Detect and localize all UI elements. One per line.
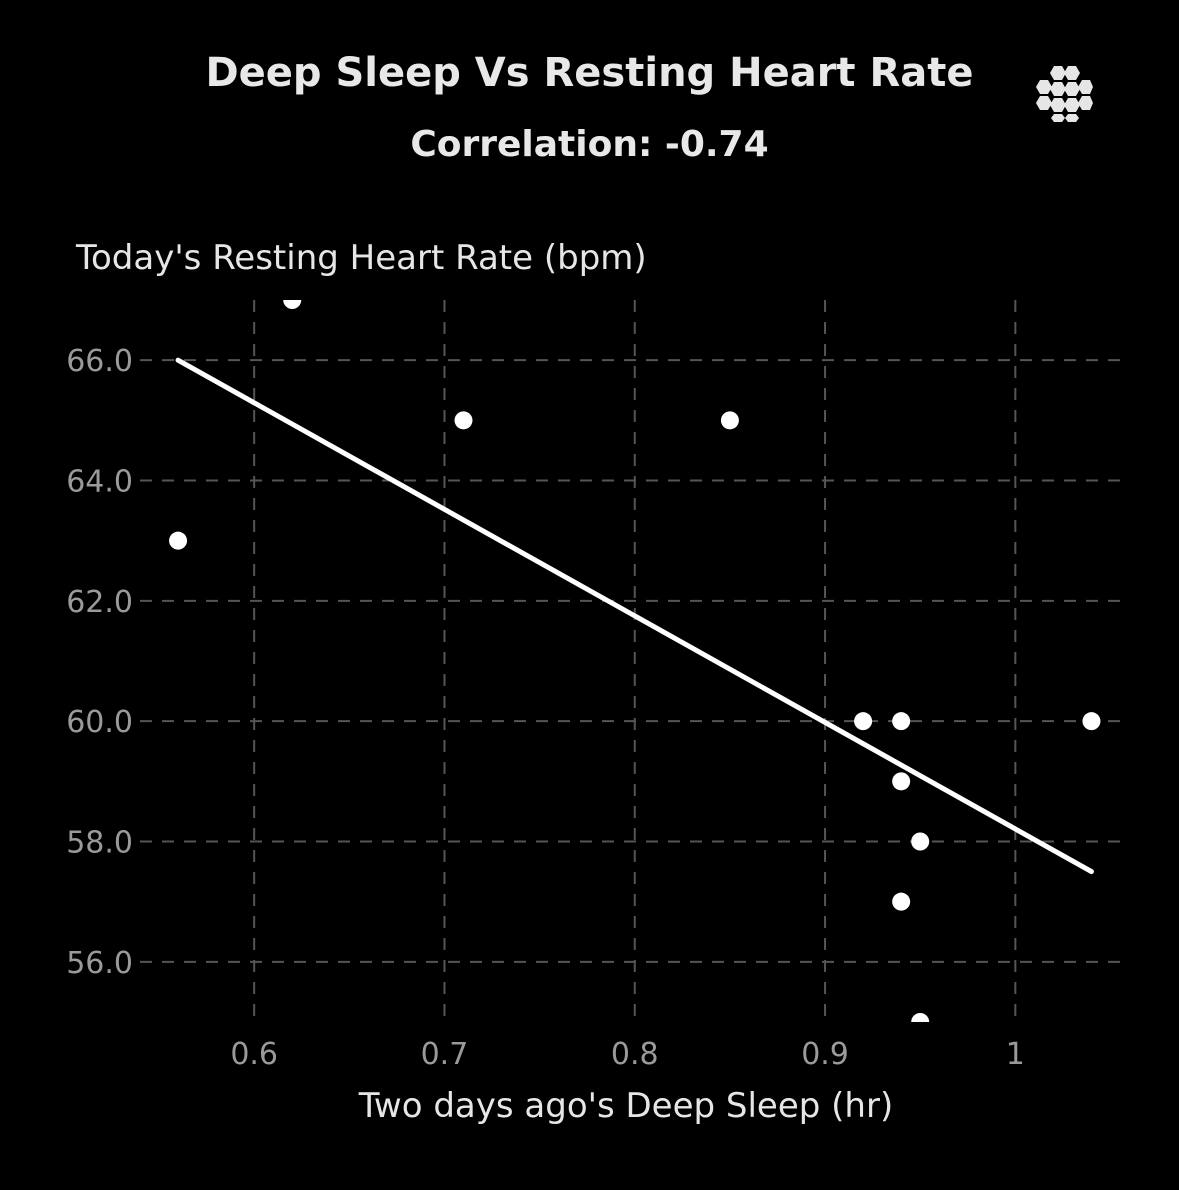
x-tick-label: 1 [1006,1037,1025,1072]
y-tick-label: 66.0 [66,344,133,379]
y-tick-label: 64.0 [66,465,133,500]
data-point [169,531,188,550]
data-point [892,712,911,731]
y-tick-label: 62.0 [66,585,133,620]
y-tick-label: 56.0 [66,946,133,981]
data-point [892,772,911,791]
data-point [854,712,873,731]
x-axis-label: Two days ago's Deep Sleep (hr) [358,1086,894,1126]
data-point [283,300,302,309]
grid-lines [140,300,1120,1022]
data-point [911,1013,930,1022]
data-point [911,832,930,851]
x-tick-label: 0.9 [801,1037,849,1072]
tick-labels: 56.0 58.0 60.0 62.0 64.0 66.0 0.6 0.7 0.8 0.9 1 [66,344,1025,1072]
hexagon-cluster-icon[interactable] [1030,60,1094,124]
chart-subtitle: Correlation: -0.74 [410,124,769,165]
trend-line [175,357,1094,875]
hexagon-cluster-icon-graphic [1036,66,1093,122]
data-point [454,411,473,430]
data-points [169,300,1101,1022]
x-tick-label: 0.7 [421,1037,469,1072]
data-point [1082,712,1101,731]
chart-title: Deep Sleep Vs Resting Heart Rate [205,50,974,96]
x-tick-label: 0.6 [230,1037,278,1072]
y-tick-label: 58.0 [66,826,133,861]
x-tick-label: 0.8 [611,1037,659,1072]
data-point [720,411,739,430]
y-axis-label: Today's Resting Heart Rate (bpm) [76,238,647,278]
y-tick-label: 60.0 [66,705,133,740]
trend-line-layer [175,357,1094,875]
data-point [892,892,911,911]
